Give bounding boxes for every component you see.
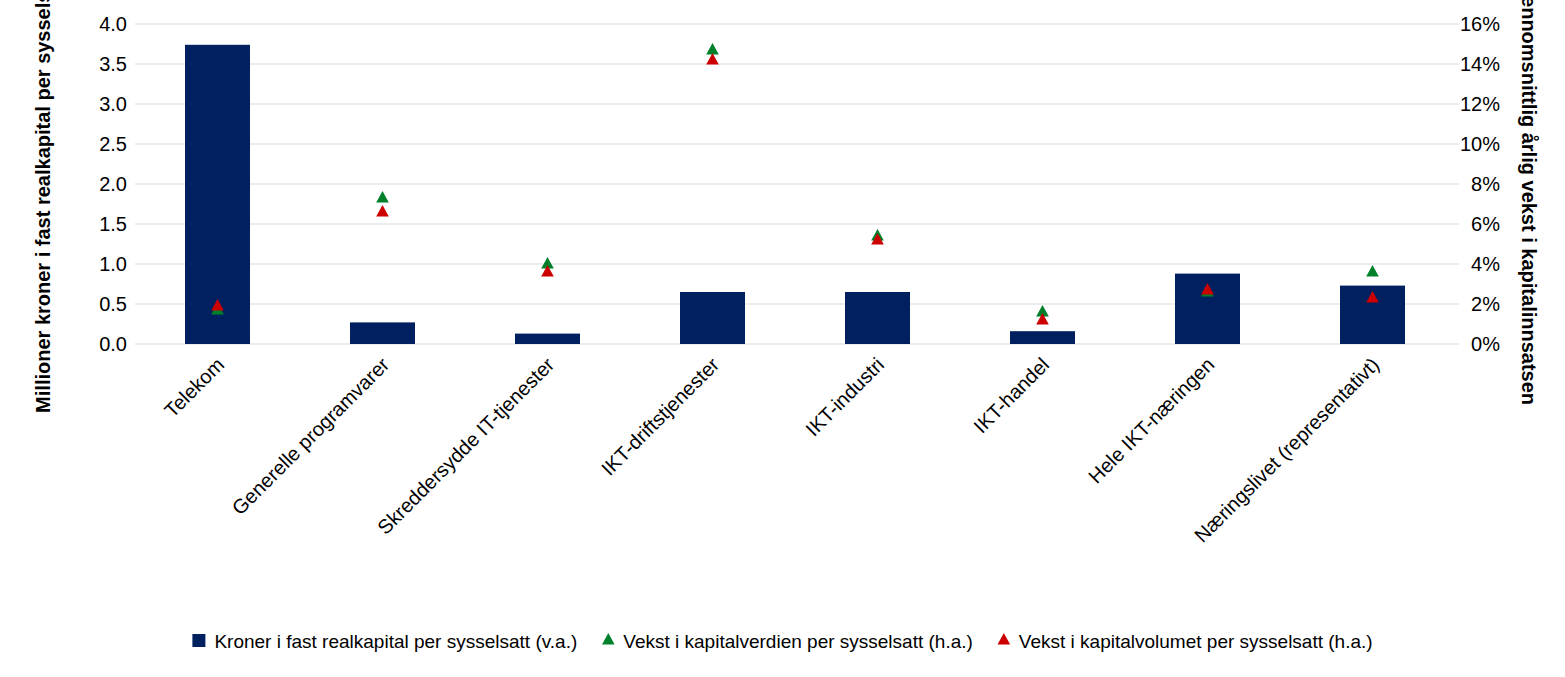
bar [680, 292, 745, 344]
y2-tick-label: 16% [1460, 13, 1500, 35]
y-tick-label: 0.5 [99, 293, 127, 315]
background [0, 0, 1565, 677]
y2-tick-label: 4% [1471, 253, 1500, 275]
y2-tick-label: 6% [1471, 213, 1500, 235]
grid-line [135, 184, 1455, 185]
marker [1201, 283, 1214, 295]
y2-tick-label: 12% [1460, 93, 1500, 115]
marker [1366, 291, 1379, 303]
y-axis-title: Millioner kroner i fast realkapital per … [32, 0, 54, 413]
grid-line [135, 224, 1455, 225]
grid-line [135, 144, 1455, 145]
y2-tick [1455, 224, 1459, 225]
y2-tick-label: 2% [1471, 293, 1500, 315]
bar [1340, 286, 1405, 344]
legend-item: Kroner i fast realkapital per sysselsatt… [192, 631, 577, 652]
y2-tick-label: 8% [1471, 173, 1500, 195]
y2-tick-label: 0% [1471, 333, 1500, 355]
marker [541, 265, 554, 277]
y-tick-label: 2.5 [99, 133, 127, 155]
bar [515, 334, 580, 344]
y2-tick [1455, 344, 1459, 345]
marker [871, 233, 884, 245]
marker [706, 43, 719, 55]
legend: Kroner i fast realkapital per sysselsatt… [192, 631, 1372, 652]
x-tick-label: Næringslivet (representativt) [1190, 353, 1383, 546]
plot-area [185, 43, 1405, 344]
y-tick-label: 0.0 [99, 333, 127, 355]
grid-line [135, 104, 1455, 105]
bar [185, 45, 250, 344]
y-tick-label: 3.5 [99, 53, 127, 75]
grid-line [135, 64, 1455, 65]
y2-tick [1455, 264, 1459, 265]
y2-tick [1455, 184, 1459, 185]
marker [376, 191, 389, 203]
y-tick-label: 1.5 [99, 213, 127, 235]
y2-tick [1455, 104, 1459, 105]
bar [1175, 274, 1240, 344]
y2-tick-label: 14% [1460, 53, 1500, 75]
marker [211, 299, 224, 311]
legend-symbol [602, 633, 615, 645]
marker [706, 53, 719, 65]
grid-line [135, 304, 1455, 305]
x-tick-label: Generelle programvarer [228, 353, 394, 519]
y2-tick [1455, 144, 1459, 145]
y2-tick [1455, 304, 1459, 305]
bar [845, 292, 910, 344]
x-tick-label: Telekom [160, 353, 228, 421]
legend-label: Vekst i kapitalvolumet per sysselsatt (h… [1019, 631, 1373, 652]
grid-line [135, 24, 1455, 25]
y2-tick [1455, 24, 1459, 25]
x-tick-label: Hele IKT-næringen [1084, 353, 1218, 487]
x-tick-label: IKT-driftstjenester [597, 353, 724, 480]
marker [1036, 313, 1049, 325]
legend-item: Vekst i kapitalvolumet per sysselsatt (h… [998, 631, 1373, 652]
y2-tick-label: 10% [1460, 133, 1500, 155]
y2-tick [1455, 64, 1459, 65]
legend-label: Vekst i kapitalverdien per sysselsatt (h… [623, 631, 973, 652]
marker [1366, 265, 1379, 277]
grid-line [135, 344, 1455, 345]
y-tick-label: 3.0 [99, 93, 127, 115]
legend-symbol [192, 634, 205, 647]
y-tick-label: 4.0 [99, 13, 127, 35]
x-tick-label: Skreddersydde IT-tjenester [373, 353, 559, 539]
legend-label: Kroner i fast realkapital per sysselsatt… [214, 631, 577, 652]
x-tick-label: IKT-handel [969, 353, 1053, 437]
chart: 0.0 0.5 1.0 1.5 2.0 2.5 3.0 3.5 4.0 0% 2% 4% 6% 8% 10%… [0, 0, 1565, 677]
legend-symbol [998, 633, 1011, 645]
y2-axis-title: Gjennomsnittlig årlig vekst i kapitalinn… [1518, 0, 1540, 405]
marker [376, 205, 389, 217]
bar [350, 322, 415, 344]
x-tick-label: IKT-industri [801, 353, 888, 440]
y-tick-label: 1.0 [99, 253, 127, 275]
bar [1010, 331, 1075, 344]
y-tick-label: 2.0 [99, 173, 127, 195]
legend-item: Vekst i kapitalverdien per sysselsatt (h… [602, 631, 973, 652]
grid-line [135, 264, 1455, 265]
